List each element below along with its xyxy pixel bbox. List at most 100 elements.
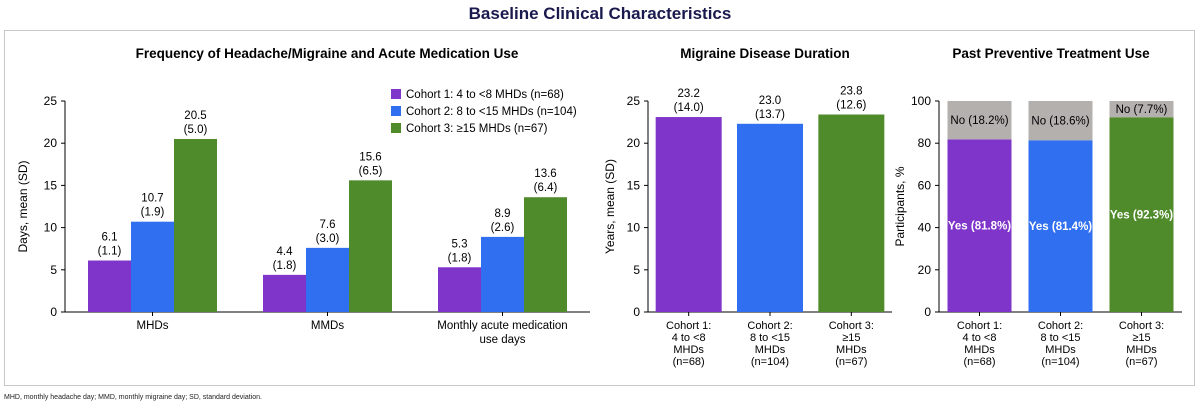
chart3-x-tick-label: 8 to <15 (1040, 332, 1080, 344)
chart3-y-tick-label: 80 (918, 136, 932, 150)
chart1-bar (306, 247, 349, 312)
chart2-x-tick-label: 8 to <15 (750, 332, 790, 344)
chart2-x-tick-label: MHDs (836, 344, 867, 356)
chart1-legend-swatch (391, 89, 401, 99)
chart2-x-tick-label: (n=104) (751, 356, 789, 368)
chart1-sd-label: (1.8) (448, 252, 472, 264)
chart2-sd-label: (13.7) (755, 109, 785, 121)
chart3-x-tick-label: MHDs (964, 344, 995, 356)
chart2-y-tick-label: 0 (633, 305, 640, 319)
chart1-value-label: 8.9 (495, 208, 511, 220)
chart3-bar-no (947, 101, 1012, 140)
chart3-bar-yes (1028, 140, 1093, 312)
chart3-x-tick-label: (n=67) (1125, 356, 1157, 368)
chart2-value-label: 23.0 (759, 95, 781, 107)
chart1-bar (263, 274, 306, 312)
chart2-bar (818, 114, 885, 312)
chart1-y-axis-label: Days, mean (SD) (16, 160, 30, 252)
chart3-x-tick-label: ≥15 (1132, 332, 1150, 344)
chart1-value-label: 5.3 (452, 238, 468, 250)
chart1-y-tick-label: 20 (44, 136, 58, 150)
chart3-y-tick-label: 0 (924, 305, 931, 319)
chart3-yes-label: Yes (92.3%) (1110, 210, 1173, 222)
chart3-y-tick-label: 20 (918, 263, 932, 277)
chart3-bar-yes (947, 139, 1012, 312)
chart1-value-label: 7.6 (320, 219, 336, 231)
chart3-x-tick-label: MHDs (1126, 344, 1157, 356)
chart2-y-tick-label: 15 (627, 178, 641, 192)
chart3-y-tick-label: 60 (918, 178, 932, 192)
chart1-legend-swatch (391, 123, 401, 133)
chart3-no-label: No (18.2%) (950, 115, 1008, 127)
chart1-y-tick-label: 25 (44, 94, 58, 108)
chart1-sd-label: (2.6) (491, 222, 515, 234)
chart1-legend-label: Cohort 1: 4 to <8 MHDs (n=68) (406, 89, 564, 101)
chart1-bar (88, 260, 131, 312)
chart3-no-label: No (7.7%) (1116, 104, 1168, 116)
chart3-x-tick-label: Cohort 2: (1038, 320, 1083, 332)
chart2-y-tick-label: 5 (633, 263, 640, 277)
chart1-x-tick-label: MMDs (311, 320, 344, 332)
chart3-no-label: No (18.6%) (1031, 116, 1089, 128)
chart2-x-tick-label: MHDs (755, 344, 786, 356)
chart1-value-label: 4.4 (277, 246, 294, 258)
chart3-bar-no (1028, 101, 1093, 141)
chart3-bar-no (1109, 101, 1174, 118)
chart1-bar (524, 197, 567, 312)
chart3-x-tick-label: (n=104) (1041, 356, 1079, 368)
chart1-sd-label: (5.0) (184, 124, 208, 136)
figure-frame: Frequency of Headache/Migraine and Acute… (4, 30, 1195, 386)
chart2-bar (737, 123, 803, 313)
chart2-x-tick-label: Cohort 2: (747, 320, 792, 332)
chart2-x-tick-label: 4 to <8 (672, 332, 706, 344)
chart1-title: Frequency of Headache/Migraine and Acute… (136, 46, 519, 61)
chart2-y-tick-label: 10 (627, 221, 641, 235)
footnote: MHD, monthly headache day; MMD, monthly … (4, 394, 262, 401)
page-title: Baseline Clinical Characteristics (468, 4, 732, 23)
chart1-value-label: 6.1 (102, 232, 118, 244)
chart1-sd-label: (1.1) (98, 246, 122, 258)
chart3-x-tick-label: Cohort 1: (957, 320, 1002, 332)
chart1-legend-label: Cohort 2: 8 to <15 MHDs (n=104) (406, 106, 577, 118)
chart1-value-label: 20.5 (184, 110, 206, 122)
chart2-x-tick-label: (n=68) (673, 356, 705, 368)
chart3-yes-label: Yes (81.4%) (1029, 221, 1092, 233)
chart2-y-axis-label: Years, mean (SD) (603, 159, 617, 254)
chart2-title: Migraine Disease Duration (680, 46, 850, 61)
chart1-legend: Cohort 1: 4 to <8 MHDs (n=68) Cohort 2: 8… (391, 89, 577, 135)
chart3-x-tick-label: (n=68) (963, 356, 995, 368)
chart1-legend-label: Cohort 3: ≥15 MHDs (n=67) (406, 123, 548, 135)
chart1-value-label: 10.7 (141, 193, 163, 205)
chart1-x-tick-label: Monthly acute medication (437, 320, 567, 332)
chart2-x-tick-label: Cohort 1: (666, 320, 711, 332)
chart3-x-tick-label: Cohort 3: (1119, 320, 1164, 332)
chart1-value-label: 13.6 (534, 168, 556, 180)
chart3-yes-label: Yes (81.8%) (948, 221, 1011, 233)
chart2-value-label: 23.8 (840, 86, 862, 98)
chart3-y-axis-label: Participants, % (893, 166, 907, 246)
chart3-x-tick-label: 4 to <8 (963, 332, 997, 344)
chart1-y-tick-label: 15 (44, 178, 58, 192)
chart1-y-tick-label: 10 (44, 221, 58, 235)
chart1-bar (349, 180, 392, 312)
charts-canvas: Frequency of Headache/Migraine and Acute… (16, 46, 1182, 368)
chart2-x-tick-label: MHDs (673, 344, 704, 356)
chart2-sd-label: (12.6) (836, 100, 866, 112)
chart3-x-tick-label: MHDs (1045, 344, 1076, 356)
chart2-y-tick-label: 20 (627, 136, 641, 150)
chart1-value-label: 15.6 (359, 151, 381, 163)
chart3-title: Past Preventive Treatment Use (952, 46, 1150, 61)
chart1-bar (438, 267, 481, 312)
chart2-bar (655, 117, 722, 312)
chart1-bar (481, 236, 524, 312)
chart1-sd-label: (3.0) (316, 233, 340, 245)
chart3-y-tick-label: 40 (918, 221, 932, 235)
chart1-sd-label: (1.8) (273, 260, 297, 272)
chart1-sd-label: (6.5) (359, 165, 383, 177)
chart1-sd-label: (6.4) (534, 182, 558, 194)
chart2-x-tick-label: ≥15 (842, 332, 860, 344)
chart1-legend-swatch (391, 106, 401, 116)
chart3-y-tick-label: 100 (911, 94, 931, 108)
chart3-bar-yes (1109, 117, 1174, 312)
chart1-y-tick-label: 5 (50, 263, 57, 277)
